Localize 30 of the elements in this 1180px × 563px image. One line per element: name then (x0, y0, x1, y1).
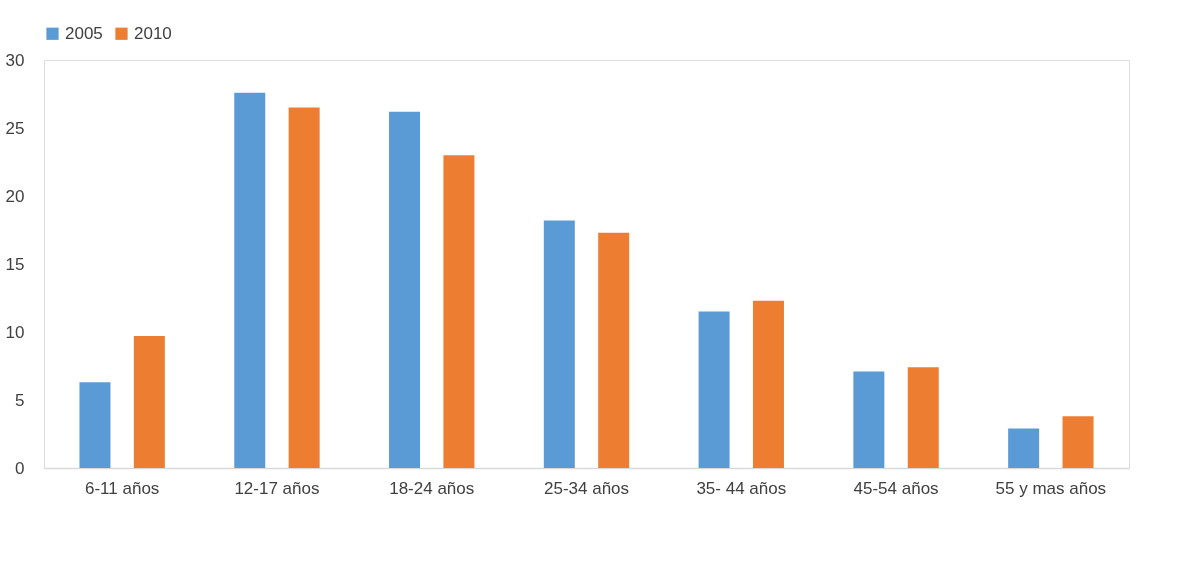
y-tick-label: 30 (5, 50, 25, 70)
y-tick-label: 25 (5, 118, 25, 138)
bar (598, 232, 630, 468)
bar (443, 155, 475, 468)
bar (1062, 416, 1094, 468)
y-tick-label: 15 (5, 254, 25, 274)
x-tick-label: 25-34 años (543, 478, 630, 498)
bar (234, 92, 266, 468)
bar (1008, 428, 1040, 468)
bar (698, 311, 730, 468)
legend-label: 2005 (65, 23, 103, 43)
y-tick-label: 0 (15, 458, 25, 478)
x-tick-label: 12-17 años (234, 478, 320, 498)
y-tick-label: 20 (5, 186, 25, 206)
bar (389, 111, 421, 468)
x-tick-label: 6-11 años (84, 478, 160, 498)
y-tick-label: 10 (5, 322, 25, 342)
bar (907, 367, 939, 468)
x-tick-label: 35- 44 años (696, 478, 787, 498)
bar (543, 220, 575, 468)
bar (288, 107, 320, 468)
x-tick-label: 55 y mas años (995, 478, 1107, 498)
x-tick-label: 18-24 años (389, 478, 475, 498)
legend-label: 2010 (134, 23, 172, 43)
y-tick-label: 5 (15, 390, 25, 410)
x-tick-label: 45-54 años (853, 478, 939, 498)
bar (853, 371, 885, 468)
bar (79, 382, 111, 468)
bar (752, 300, 784, 468)
bar (133, 336, 165, 468)
